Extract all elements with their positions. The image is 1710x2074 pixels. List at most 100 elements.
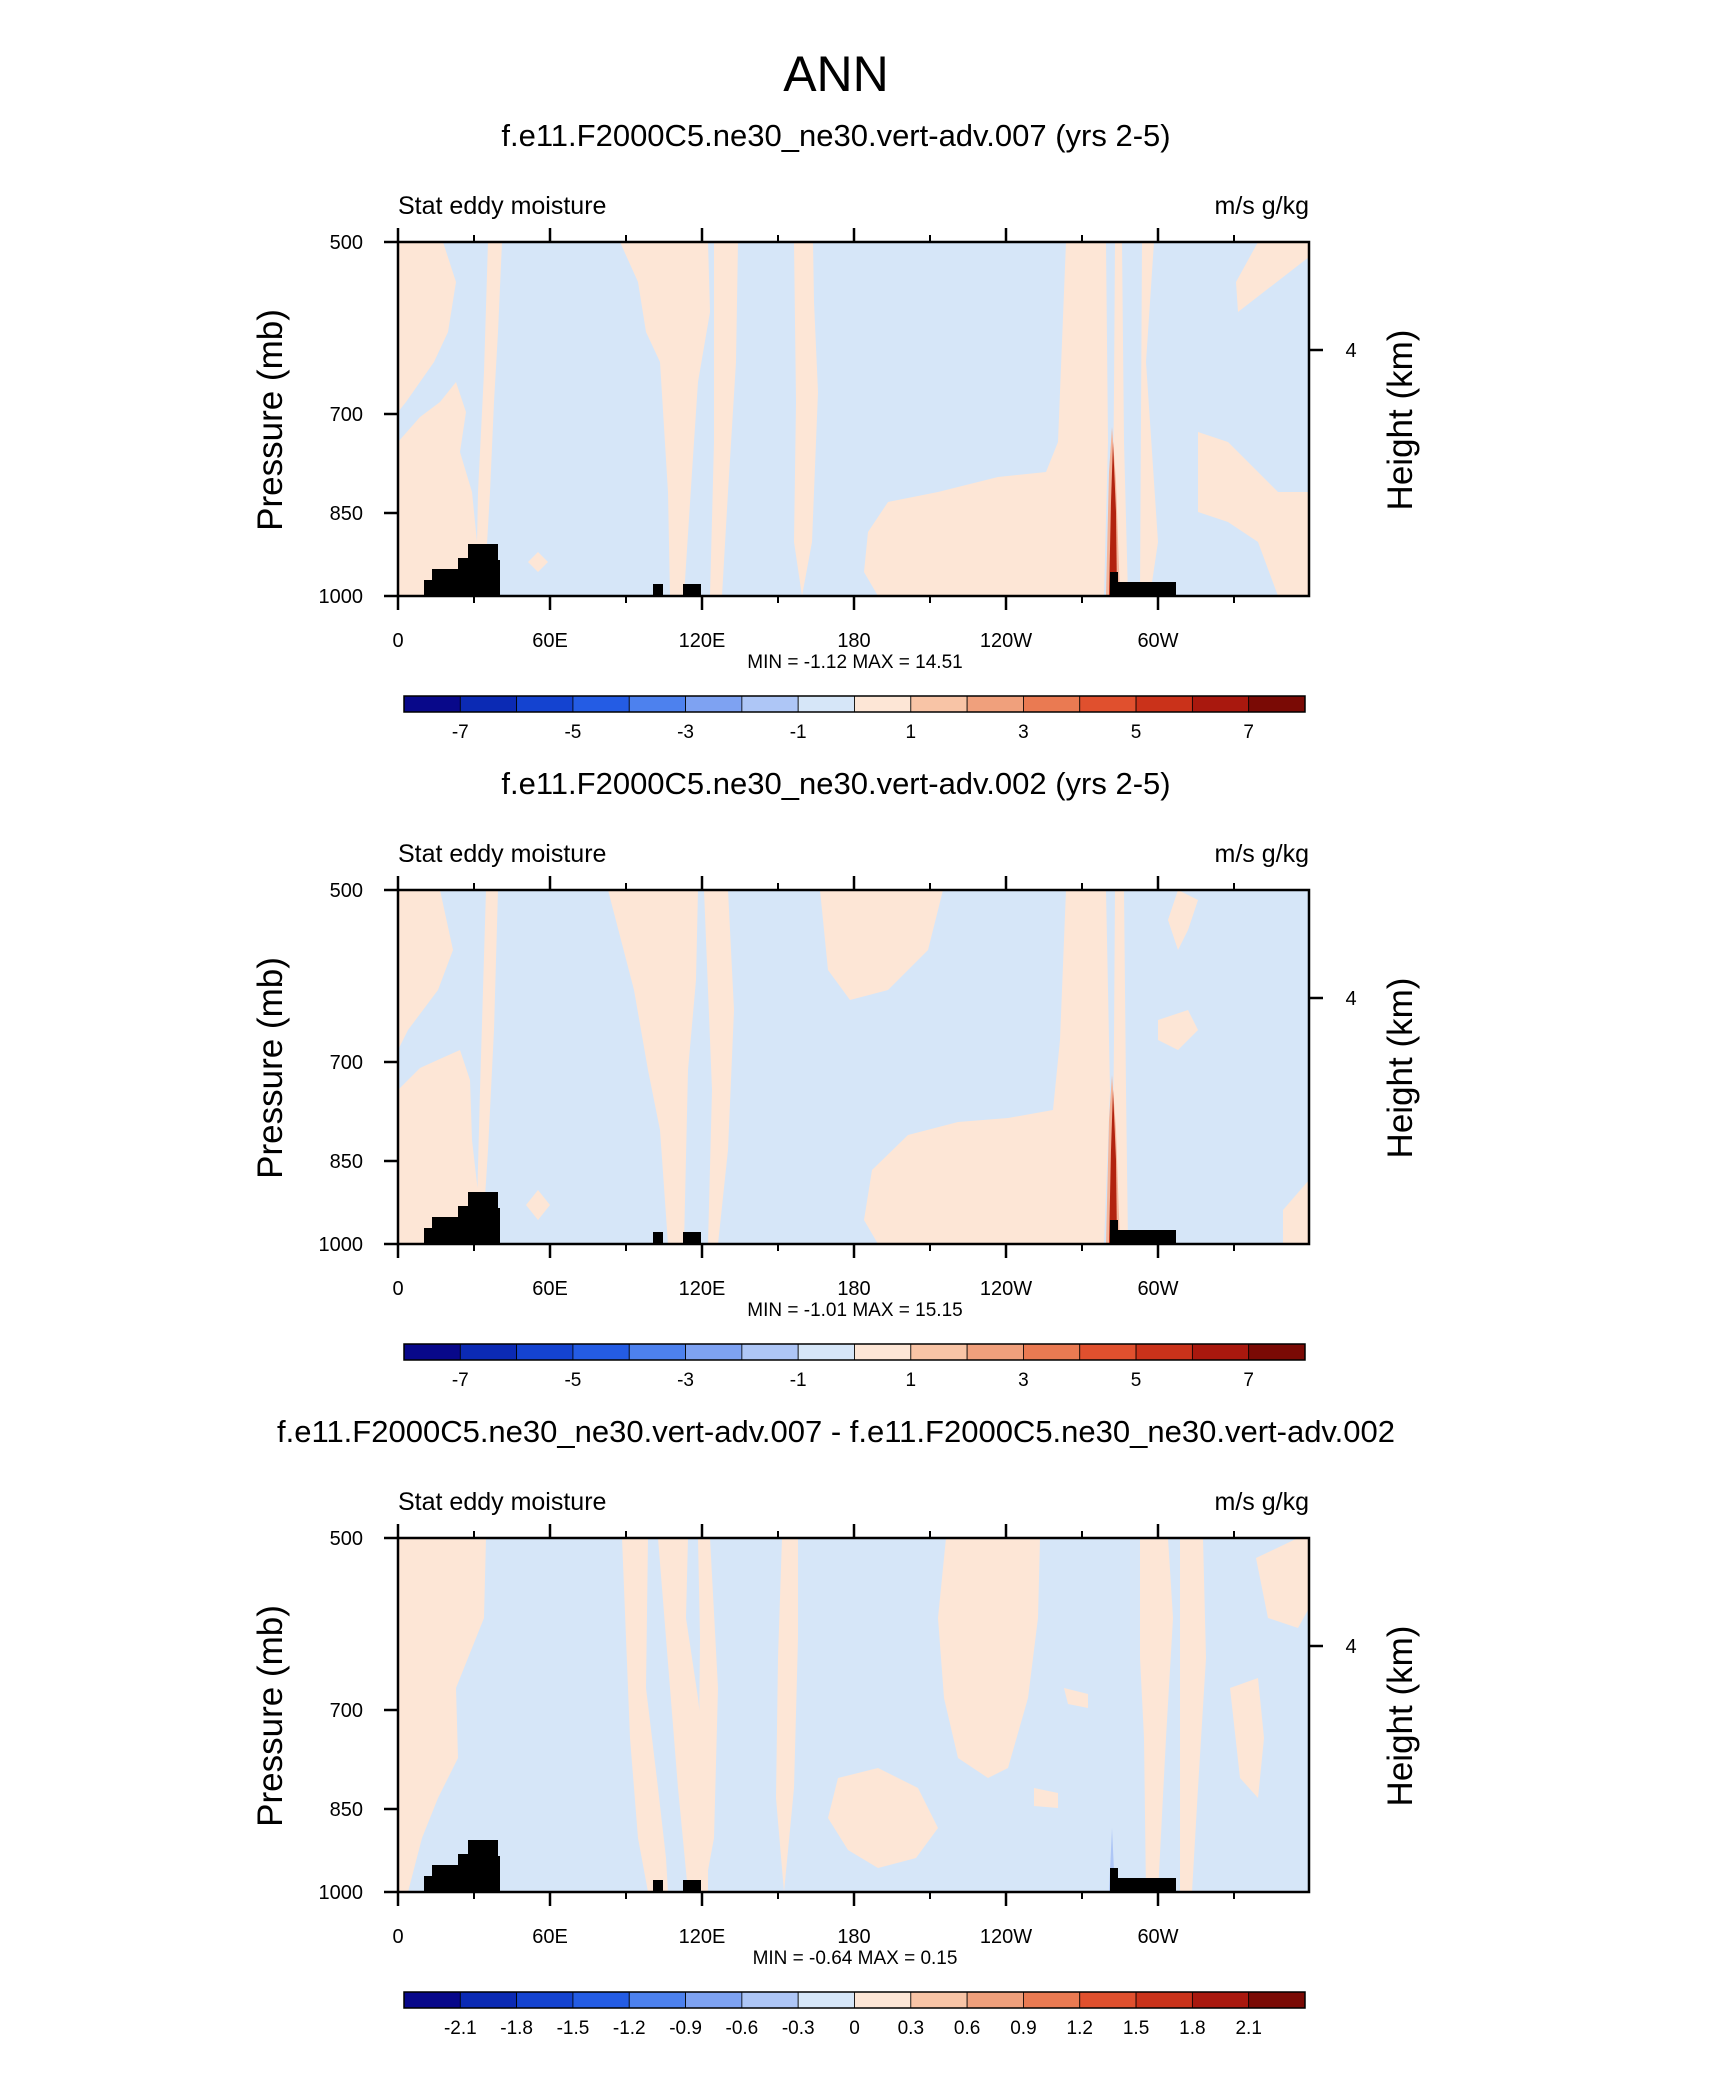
colorbar-label: -5 (564, 722, 581, 743)
colorbar-label: -1.2 (613, 2018, 646, 2039)
panel-title: f.e11.F2000C5.ne30_ne30.vert-adv.007 - f… (277, 1414, 1395, 1449)
terrain-block (494, 560, 500, 596)
variable-label: Stat eddy moisture (398, 192, 606, 220)
colorbar-label: -1.8 (500, 2018, 533, 2039)
panel-title: f.e11.F2000C5.ne30_ne30.vert-adv.002 (yr… (501, 766, 1170, 801)
positive-region (398, 242, 456, 412)
y-tick-label: 500 (330, 232, 363, 254)
terrain-block (653, 1232, 663, 1244)
terrain-block (494, 1856, 500, 1892)
positive-region (776, 1538, 798, 1892)
terrain-block (468, 1840, 498, 1892)
positive-region (526, 1190, 550, 1220)
colorbar-swatch (741, 1343, 799, 1361)
colorbar-swatch (854, 1991, 912, 2009)
colorbar-label: 0.3 (898, 2018, 924, 2039)
positive-region (608, 890, 698, 1244)
variable-label: Stat eddy moisture (398, 1488, 606, 1516)
terrain-block (424, 580, 434, 596)
positive-region (398, 382, 482, 596)
positive-region (704, 890, 734, 1244)
positive-region (620, 242, 710, 596)
colorbar-swatch (572, 695, 630, 713)
colorbar-swatch (628, 695, 686, 713)
colorbar-swatch (741, 1991, 799, 2009)
variable-label: Stat eddy moisture (398, 840, 606, 868)
terrain-block (494, 1208, 500, 1244)
positive-region (820, 890, 943, 1000)
colorbar-swatch (966, 1991, 1024, 2009)
colorbar-swatch (572, 1343, 630, 1361)
positive-region (398, 1538, 486, 1892)
x-tick-label: 120E (679, 630, 726, 652)
colorbar-swatch (1135, 1991, 1193, 2009)
positive-region (528, 552, 548, 572)
terrain-block (653, 1880, 663, 1892)
positive-region (398, 890, 453, 1050)
positive-region (794, 242, 818, 596)
colorbar-frame (403, 1991, 1306, 2009)
terrain-block (653, 584, 663, 596)
terrain-block (1116, 582, 1176, 596)
y-tick-label: 700 (330, 404, 363, 426)
terrain-block (424, 1876, 434, 1892)
positive-region (1140, 1538, 1173, 1892)
colorbar-swatch (1135, 1343, 1193, 1361)
colorbar-label: -7 (452, 1370, 469, 1391)
colorbar-swatch (628, 1343, 686, 1361)
y-tick-label: 500 (330, 1528, 363, 1550)
y-tick-label: 850 (330, 1799, 363, 1821)
positive-region (1283, 1180, 1309, 1244)
positive-region (1158, 1010, 1198, 1050)
colorbar-label: -2.1 (444, 2018, 477, 2039)
colorbar-label: 5 (1131, 722, 1142, 743)
y-tick-label: 1000 (319, 586, 364, 608)
positive-region (1168, 890, 1198, 950)
x-tick-label: 120E (679, 1926, 726, 1948)
chart-panel-3: f.e11.F2000C5.ne30_ne30.vert-adv.007 - f… (251, 1414, 1420, 2039)
peak-core (1109, 1090, 1117, 1244)
colorbar-swatch (1079, 1991, 1137, 2009)
colorbar-swatch (1079, 1343, 1137, 1361)
x-tick-label: 120E (679, 1278, 726, 1300)
peak-core (1109, 442, 1117, 596)
positive-region (1230, 1678, 1264, 1798)
colorbar-swatch (1023, 695, 1081, 713)
positive-region (476, 890, 498, 1244)
colorbar-swatch (1079, 695, 1137, 713)
x-tick-label: 180 (837, 1926, 870, 1948)
colorbar-swatch (403, 1991, 461, 2009)
colorbar-swatch (516, 695, 574, 713)
colorbar-swatch (797, 1343, 855, 1361)
x-tick-label: 60E (532, 1926, 568, 1948)
terrain-block (468, 544, 498, 596)
y2-tick-label: 4 (1345, 988, 1356, 1010)
colorbar-label: 1.8 (1179, 2018, 1205, 2039)
positive-region (1236, 242, 1309, 312)
colorbar-label: 7 (1243, 722, 1254, 743)
terrain-block (1110, 1220, 1118, 1244)
colorbar-label: 1.2 (1067, 2018, 1093, 2039)
y2-tick-label: 4 (1345, 340, 1356, 362)
y-tick-label: 850 (330, 503, 363, 525)
x-tick-label: 120W (980, 1278, 1032, 1300)
x-tick-label: 180 (837, 1278, 870, 1300)
figure-title: ANN (783, 46, 889, 102)
panel-title: f.e11.F2000C5.ne30_ne30.vert-adv.007 (yr… (501, 118, 1170, 153)
colorbar-swatch (910, 695, 968, 713)
chart-panel-1: f.e11.F2000C5.ne30_ne30.vert-adv.007 (yr… (251, 118, 1420, 743)
colorbar-label: 1.5 (1123, 2018, 1149, 2039)
colorbar-swatch (1023, 1343, 1081, 1361)
positive-region (1180, 1538, 1206, 1892)
positive-region (622, 1538, 668, 1892)
positive-region (864, 242, 1108, 596)
colorbar-label: -5 (564, 1370, 581, 1391)
positive-region (658, 1538, 708, 1892)
positive-region (1140, 242, 1158, 596)
positive-region (864, 890, 1110, 1244)
positive-region (710, 242, 738, 596)
positive-region (1283, 542, 1309, 596)
colorbar-label: 2.1 (1235, 2018, 1261, 2039)
colorbar-swatch (685, 1991, 743, 2009)
